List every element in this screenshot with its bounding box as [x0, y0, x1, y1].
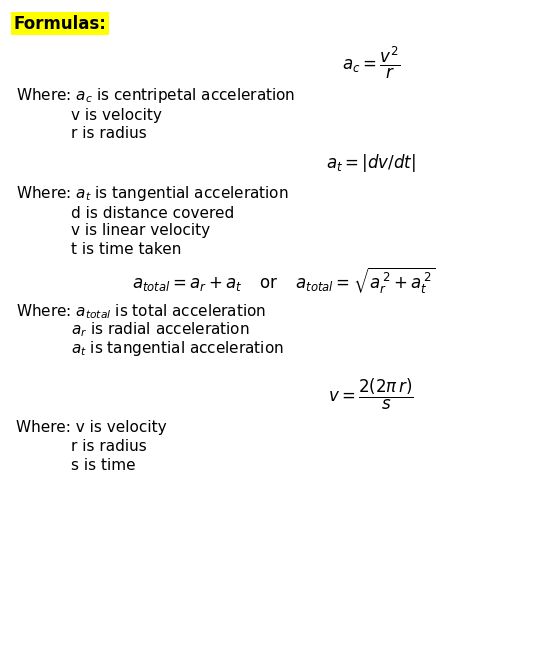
Text: v is linear velocity: v is linear velocity: [71, 224, 210, 238]
Text: Formulas:: Formulas:: [14, 15, 106, 32]
Text: t is time taken: t is time taken: [71, 242, 181, 257]
Text: s is time: s is time: [71, 458, 136, 473]
Text: v is velocity: v is velocity: [71, 108, 162, 123]
Text: $v = \dfrac{2(2\pi\, r)}{s}$: $v = \dfrac{2(2\pi\, r)}{s}$: [328, 377, 414, 412]
Text: Where: $a_t$ is tangential acceleration: Where: $a_t$ is tangential acceleration: [16, 184, 289, 203]
Text: Where: v is velocity: Where: v is velocity: [16, 420, 167, 435]
Text: r is radius: r is radius: [71, 126, 147, 141]
Text: $a_t$ is tangential acceleration: $a_t$ is tangential acceleration: [71, 339, 284, 358]
Text: Where: $a_{total}$ is total acceleration: Where: $a_{total}$ is total acceleration: [16, 302, 267, 321]
Text: $a_c = \dfrac{v^2}{r}$: $a_c = \dfrac{v^2}{r}$: [342, 44, 399, 81]
Text: $a_{total} = a_r + a_t \;\;\;$ or $\;\;\; a_{total} = \sqrt{a_r^{\,2} + a_t^{\,2: $a_{total} = a_r + a_t \;\;\;$ or $\;\;\…: [132, 265, 435, 296]
Text: r is radius: r is radius: [71, 440, 147, 454]
Text: $a_r$ is radial acceleration: $a_r$ is radial acceleration: [71, 321, 250, 339]
Text: Where: $a_c$ is centripetal acceleration: Where: $a_c$ is centripetal acceleration: [16, 86, 296, 105]
Text: $a_t = |dv/dt|$: $a_t = |dv/dt|$: [326, 152, 415, 174]
Text: d is distance covered: d is distance covered: [71, 206, 234, 220]
